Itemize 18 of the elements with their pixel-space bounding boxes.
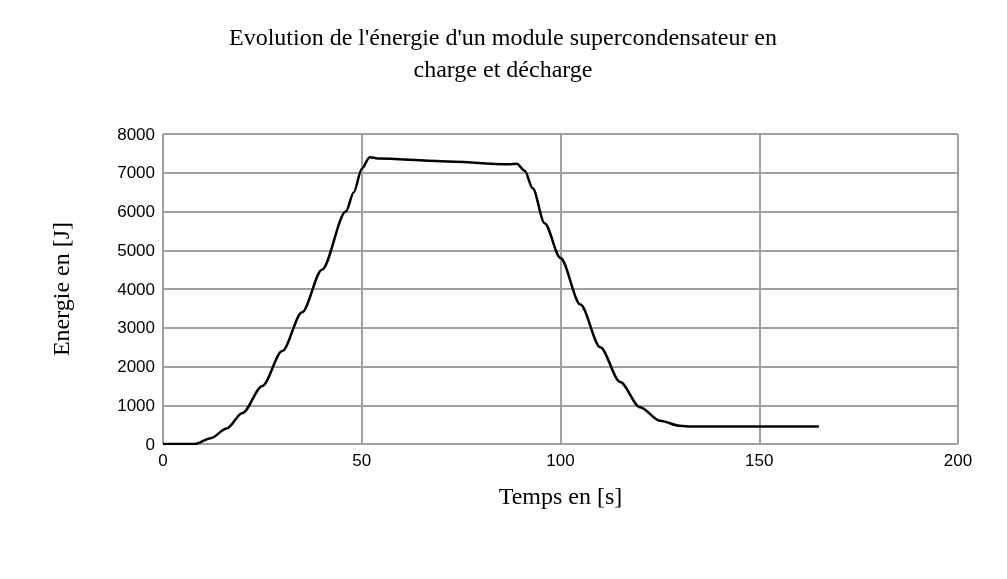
y-tick-label: 0 (145, 434, 155, 454)
chart-title: Evolution de l'énergie d'un module supercondensateur en charge et décharge (228, 24, 778, 82)
x-tick-label: 200 (943, 451, 973, 470)
x-tick-label: 50 (352, 451, 372, 470)
y-tick-label: 2000 (117, 357, 155, 376)
x-tick-label: 150 (745, 451, 774, 470)
y-tick-label: 7000 (117, 163, 155, 183)
y-tick-label: 3000 (117, 318, 155, 338)
y-axis-title: Energie en [J] (48, 221, 74, 357)
y-tick-label: 8000 (117, 124, 155, 144)
y-tick-label: 6000 (117, 202, 155, 221)
x-axis-title: Temps en [s] (498, 483, 623, 509)
y-tick-label: 4000 (117, 279, 155, 299)
x-tick-label: 100 (546, 451, 575, 470)
y-tick-label: 5000 (117, 240, 155, 260)
y-tick-label: 1000 (117, 395, 155, 415)
line-series (161, 156, 821, 446)
x-tick-label: 0 (158, 451, 168, 470)
